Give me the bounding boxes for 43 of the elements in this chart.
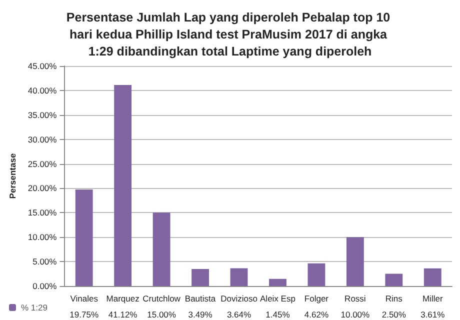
- x-tick-label: Folger: [304, 294, 329, 304]
- bar: [192, 268, 209, 286]
- bar: [424, 268, 442, 286]
- x-tick-label: Vinales: [70, 294, 98, 304]
- legend-label: % 1:29: [21, 302, 48, 312]
- data-label: 4.62%: [304, 310, 329, 320]
- y-tick-label: 20.00%: [28, 183, 58, 194]
- data-label: 41.12%: [108, 310, 138, 320]
- x-tick-label: Dovizioso: [220, 294, 258, 304]
- data-label: 15.00%: [147, 310, 176, 320]
- bar: [385, 274, 403, 286]
- y-tick-label: 10.00%: [28, 232, 58, 242]
- y-tick-label: 15.00%: [28, 208, 58, 218]
- x-tick-label: Bautista: [184, 294, 216, 304]
- data-label: 19.75%: [70, 310, 99, 320]
- data-label: 1.45%: [266, 310, 290, 320]
- chart-title: Persentase Jumlah Lap yang diperoleh Pebalap top 10 hari kedua Phillip Island test PraMusim 2017 di angka 1:29 dibandingkan total Laptime yang diperoleh: [66, 10, 394, 58]
- bar: [75, 189, 93, 286]
- bar: [346, 237, 364, 286]
- y-tick-label: 30.00%: [28, 134, 58, 144]
- data-label: 3.64%: [226, 310, 252, 320]
- x-tick-label: Rins: [385, 294, 402, 304]
- bar: [114, 84, 132, 286]
- y-tick-label: 35.00%: [28, 110, 58, 120]
- x-tick-label: Marquez: [106, 294, 140, 304]
- y-tick-label: 25.00%: [28, 158, 58, 169]
- data-label: 3.61%: [420, 310, 446, 320]
- y-tick-label: 0.00%: [32, 281, 58, 291]
- y-tick-label: 5.00%: [32, 256, 58, 267]
- data-label: 10.00%: [340, 310, 370, 320]
- bar: [269, 278, 286, 286]
- y-tick-label: 45.00%: [28, 61, 58, 71]
- x-tick-label: Miller: [422, 294, 443, 304]
- bar: [152, 212, 170, 286]
- x-tick-label: Aleix Esp: [260, 294, 296, 304]
- x-tick-label: Rossi: [344, 294, 366, 304]
- data-label: 2.50%: [382, 310, 406, 320]
- y-tick-label: 40.00%: [28, 85, 58, 96]
- x-tick-label: Crutchlow: [142, 294, 182, 304]
- data-label: 3.49%: [188, 310, 213, 320]
- bar: [230, 268, 248, 286]
- y-axis-title: Persentase: [8, 153, 18, 199]
- bar: [308, 263, 326, 286]
